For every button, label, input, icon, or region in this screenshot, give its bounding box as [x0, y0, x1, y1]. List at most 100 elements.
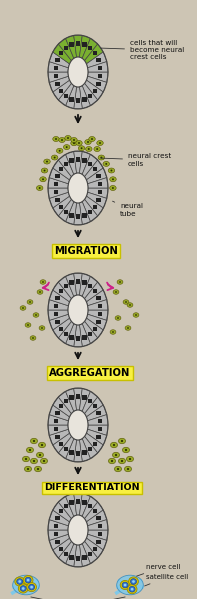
Polygon shape	[86, 429, 107, 445]
Polygon shape	[88, 162, 92, 166]
Ellipse shape	[129, 586, 135, 592]
Ellipse shape	[27, 583, 36, 592]
Polygon shape	[96, 540, 101, 544]
Polygon shape	[85, 80, 103, 100]
Ellipse shape	[29, 301, 31, 303]
Ellipse shape	[53, 137, 59, 141]
Polygon shape	[93, 289, 97, 294]
Polygon shape	[88, 399, 92, 403]
Polygon shape	[54, 532, 58, 536]
Polygon shape	[82, 43, 86, 47]
Polygon shape	[59, 89, 63, 93]
Ellipse shape	[40, 177, 46, 181]
Polygon shape	[49, 510, 70, 526]
Polygon shape	[93, 167, 97, 171]
Ellipse shape	[29, 449, 31, 451]
Polygon shape	[82, 83, 98, 105]
Polygon shape	[79, 86, 90, 108]
Ellipse shape	[115, 316, 121, 320]
Polygon shape	[55, 320, 60, 324]
Polygon shape	[64, 504, 68, 508]
Ellipse shape	[30, 336, 36, 340]
Ellipse shape	[112, 187, 114, 189]
Ellipse shape	[112, 179, 114, 180]
Polygon shape	[48, 188, 68, 198]
Ellipse shape	[131, 579, 137, 584]
Ellipse shape	[122, 582, 128, 588]
Polygon shape	[82, 436, 98, 459]
Ellipse shape	[25, 577, 31, 583]
Ellipse shape	[18, 580, 21, 583]
Polygon shape	[76, 157, 80, 162]
Text: DIFFERENTIATION: DIFFERENTIATION	[44, 483, 140, 492]
Ellipse shape	[78, 146, 85, 151]
Ellipse shape	[85, 140, 91, 144]
Polygon shape	[82, 450, 86, 455]
Polygon shape	[54, 181, 58, 186]
Polygon shape	[82, 497, 98, 519]
Polygon shape	[82, 500, 86, 505]
Polygon shape	[88, 447, 92, 451]
Polygon shape	[82, 199, 98, 222]
Polygon shape	[74, 545, 82, 567]
Polygon shape	[48, 310, 68, 320]
Polygon shape	[49, 52, 70, 68]
Polygon shape	[70, 450, 74, 455]
Polygon shape	[82, 280, 86, 285]
Ellipse shape	[71, 141, 77, 146]
Ellipse shape	[125, 449, 127, 451]
Polygon shape	[76, 41, 80, 46]
Polygon shape	[88, 519, 108, 530]
Ellipse shape	[27, 300, 33, 304]
Polygon shape	[93, 546, 97, 551]
Polygon shape	[82, 391, 98, 414]
Polygon shape	[66, 152, 77, 174]
Ellipse shape	[124, 583, 126, 586]
Polygon shape	[58, 436, 74, 459]
Polygon shape	[82, 321, 98, 344]
Ellipse shape	[108, 458, 116, 464]
Ellipse shape	[22, 307, 24, 309]
Polygon shape	[66, 494, 77, 516]
Ellipse shape	[132, 580, 135, 583]
Polygon shape	[66, 323, 77, 347]
Ellipse shape	[22, 587, 25, 590]
Ellipse shape	[117, 468, 119, 470]
Ellipse shape	[120, 580, 130, 589]
Polygon shape	[59, 509, 63, 513]
Ellipse shape	[111, 442, 118, 447]
Ellipse shape	[39, 187, 41, 189]
Ellipse shape	[98, 155, 105, 160]
Polygon shape	[82, 335, 86, 340]
Polygon shape	[88, 94, 92, 98]
Polygon shape	[58, 276, 74, 299]
Polygon shape	[93, 204, 97, 209]
Polygon shape	[70, 335, 74, 340]
Text: nerve cell: nerve cell	[137, 564, 180, 576]
Polygon shape	[96, 58, 101, 62]
Polygon shape	[66, 544, 77, 567]
Ellipse shape	[108, 168, 115, 173]
Polygon shape	[58, 391, 74, 414]
Polygon shape	[48, 177, 68, 188]
Polygon shape	[85, 160, 103, 180]
Text: satellite cell: satellite cell	[145, 574, 188, 586]
Ellipse shape	[97, 141, 103, 146]
Polygon shape	[49, 534, 70, 550]
Polygon shape	[79, 202, 90, 225]
Polygon shape	[74, 203, 82, 225]
Ellipse shape	[15, 577, 25, 586]
Ellipse shape	[125, 466, 132, 472]
Polygon shape	[96, 516, 101, 521]
Ellipse shape	[36, 452, 44, 458]
Ellipse shape	[73, 143, 75, 144]
Ellipse shape	[57, 149, 63, 153]
Polygon shape	[58, 199, 74, 222]
Polygon shape	[59, 51, 63, 56]
Polygon shape	[79, 438, 90, 462]
Polygon shape	[53, 433, 72, 453]
Polygon shape	[64, 94, 68, 98]
Ellipse shape	[129, 304, 131, 306]
Ellipse shape	[18, 584, 28, 593]
Ellipse shape	[127, 302, 133, 307]
